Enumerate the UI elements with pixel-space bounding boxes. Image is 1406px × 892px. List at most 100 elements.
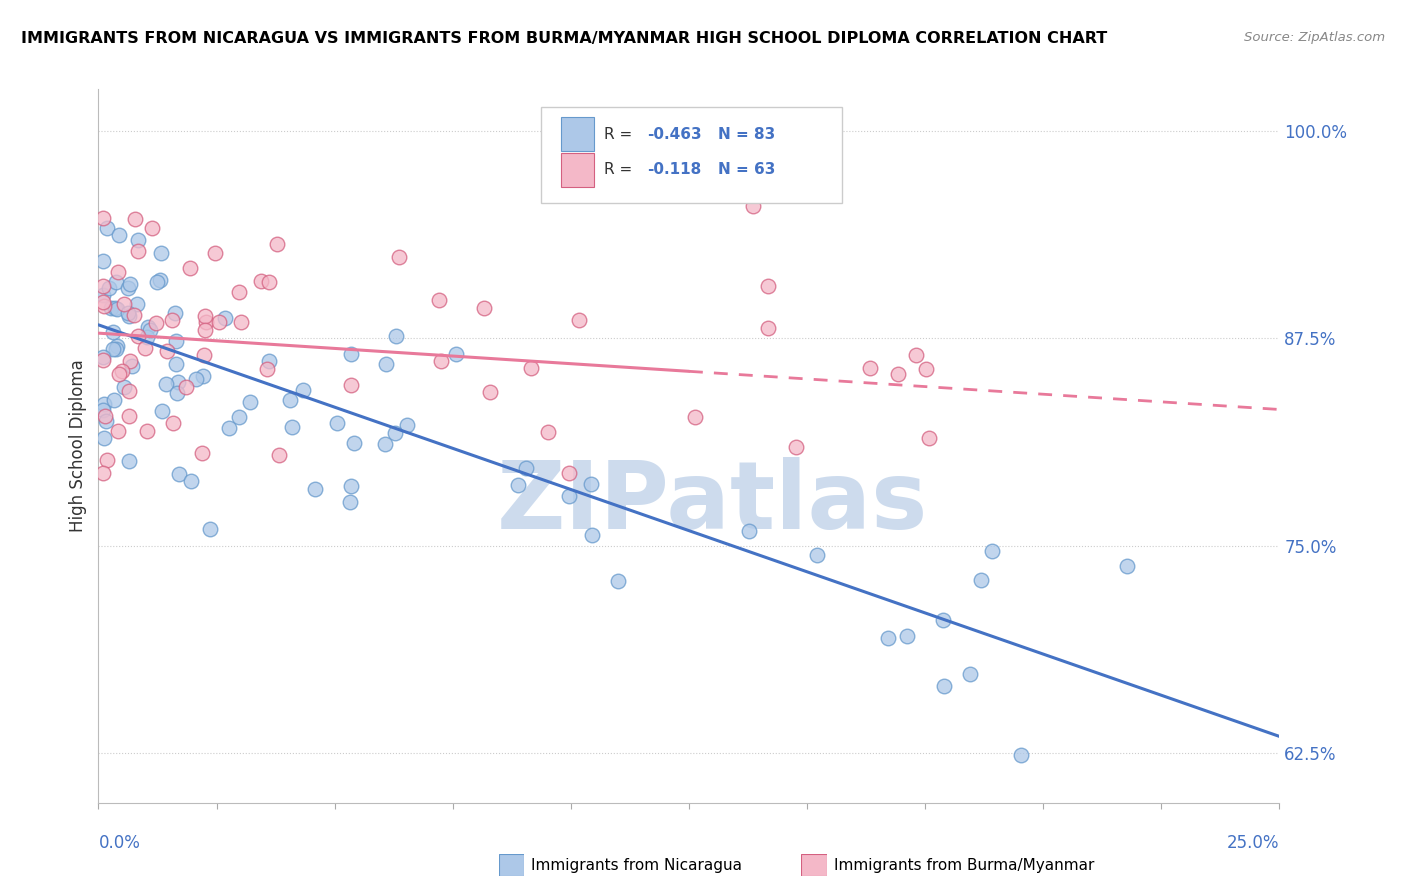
Point bbox=[98, 281, 121, 295]
Point bbox=[194, 315, 217, 329]
Point bbox=[91, 279, 114, 293]
Point bbox=[91, 403, 114, 417]
Text: N = 83: N = 83 bbox=[718, 127, 776, 142]
Point bbox=[156, 343, 179, 358]
Point bbox=[174, 380, 197, 394]
Point bbox=[741, 199, 763, 213]
Point bbox=[266, 236, 288, 251]
Point bbox=[228, 285, 250, 299]
Point bbox=[118, 384, 141, 398]
Point bbox=[145, 316, 167, 330]
Point bbox=[107, 424, 129, 438]
Point bbox=[149, 246, 172, 260]
Point bbox=[396, 418, 419, 433]
Point bbox=[579, 477, 602, 491]
Point bbox=[200, 522, 222, 536]
Point bbox=[118, 409, 141, 423]
Point bbox=[103, 393, 125, 408]
Point bbox=[180, 474, 202, 488]
Point bbox=[256, 362, 278, 376]
Point bbox=[932, 613, 955, 627]
Point bbox=[385, 329, 408, 343]
Text: 25.0%: 25.0% bbox=[1227, 834, 1279, 852]
Point bbox=[388, 250, 411, 264]
Point bbox=[179, 261, 201, 276]
Point bbox=[1115, 559, 1137, 574]
Point bbox=[257, 275, 280, 289]
Point bbox=[136, 319, 159, 334]
Point bbox=[1010, 748, 1032, 763]
Point bbox=[877, 631, 900, 645]
Point bbox=[896, 629, 918, 643]
Point bbox=[124, 212, 146, 227]
Point bbox=[101, 342, 124, 356]
Point bbox=[162, 416, 184, 430]
Point bbox=[165, 334, 187, 348]
Point bbox=[91, 466, 114, 480]
Text: -0.118: -0.118 bbox=[648, 162, 702, 178]
Point bbox=[374, 357, 396, 371]
Point bbox=[520, 361, 543, 376]
Point bbox=[127, 244, 149, 259]
Point bbox=[104, 301, 127, 315]
Point bbox=[93, 397, 115, 411]
Point bbox=[756, 279, 779, 293]
Point bbox=[249, 274, 271, 288]
Point bbox=[508, 478, 530, 492]
Point bbox=[326, 416, 349, 430]
Point bbox=[568, 313, 591, 327]
Point bbox=[558, 466, 581, 480]
Point bbox=[339, 495, 361, 509]
Text: Immigrants from Nicaragua: Immigrants from Nicaragua bbox=[531, 858, 742, 872]
Point bbox=[191, 368, 214, 383]
Text: Immigrants from Burma/Myanmar: Immigrants from Burma/Myanmar bbox=[834, 858, 1094, 872]
FancyBboxPatch shape bbox=[541, 107, 842, 203]
Point bbox=[112, 379, 135, 393]
Point bbox=[163, 306, 186, 320]
Point bbox=[186, 371, 208, 385]
Point bbox=[904, 348, 927, 362]
Point bbox=[339, 347, 361, 361]
Point bbox=[683, 409, 706, 424]
Point bbox=[96, 414, 118, 428]
Bar bbox=[561, 117, 595, 152]
Point bbox=[515, 461, 537, 475]
Point bbox=[120, 277, 142, 291]
Point bbox=[165, 357, 187, 371]
Point bbox=[429, 354, 451, 368]
Point bbox=[427, 293, 450, 307]
Point bbox=[96, 452, 118, 467]
Point bbox=[91, 254, 114, 268]
Point bbox=[107, 265, 129, 279]
Point bbox=[917, 431, 939, 445]
Point bbox=[218, 420, 240, 434]
Point bbox=[374, 436, 396, 450]
Point bbox=[91, 211, 114, 225]
Point bbox=[239, 395, 262, 409]
Point bbox=[267, 448, 290, 462]
Point bbox=[105, 339, 128, 353]
Point bbox=[384, 425, 406, 440]
Point bbox=[959, 666, 981, 681]
Y-axis label: High School Diploma: High School Diploma bbox=[69, 359, 87, 533]
Point bbox=[117, 281, 139, 295]
Point bbox=[149, 272, 172, 286]
Point bbox=[340, 377, 363, 392]
Point bbox=[96, 221, 118, 235]
Point bbox=[478, 384, 501, 399]
Point bbox=[127, 329, 149, 343]
Point bbox=[194, 309, 217, 323]
Point bbox=[304, 483, 326, 497]
Text: ZIPatlas: ZIPatlas bbox=[496, 457, 928, 549]
Text: N = 63: N = 63 bbox=[718, 162, 776, 178]
Point bbox=[167, 375, 190, 389]
Point bbox=[141, 221, 163, 235]
Point bbox=[100, 301, 122, 315]
Point bbox=[981, 543, 1004, 558]
Point bbox=[135, 330, 157, 344]
Point bbox=[194, 323, 217, 337]
Point bbox=[932, 679, 955, 693]
Point bbox=[281, 419, 304, 434]
Point bbox=[214, 310, 236, 325]
Point bbox=[112, 297, 135, 311]
